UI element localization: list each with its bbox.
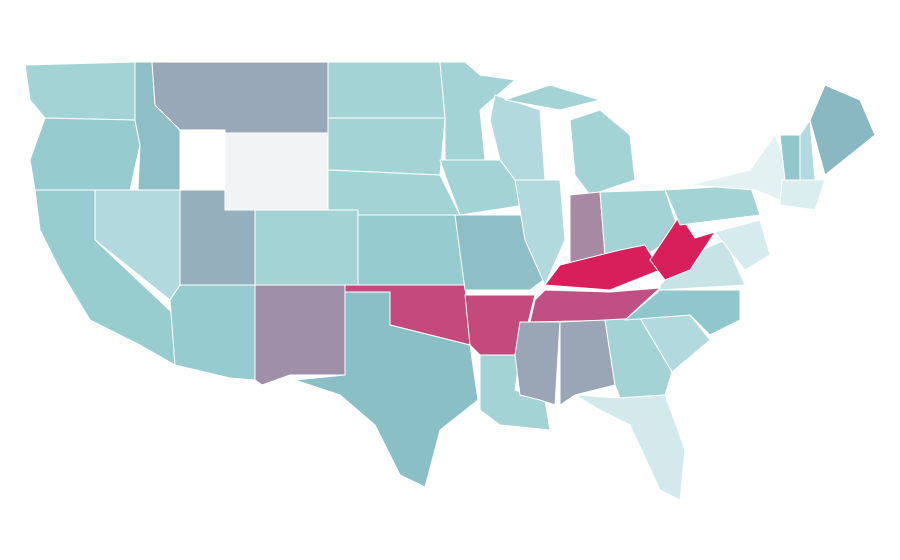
state-region <box>224 132 329 211</box>
state-region <box>439 159 526 216</box>
state-region <box>809 84 876 176</box>
state-region <box>664 184 761 226</box>
states <box>24 61 876 501</box>
state-region <box>544 244 661 291</box>
state-region <box>504 84 601 111</box>
state-region <box>559 319 616 406</box>
state-region <box>327 61 446 119</box>
state-region <box>29 117 141 191</box>
state-region <box>569 109 636 196</box>
state-region <box>24 61 136 121</box>
state-region <box>514 179 566 286</box>
state-region <box>254 209 359 286</box>
state-region <box>714 219 771 271</box>
state-region <box>514 321 561 406</box>
state-region <box>569 191 606 266</box>
state-region <box>327 169 461 216</box>
state-region <box>779 179 826 211</box>
state-region <box>439 61 516 161</box>
state-region <box>151 61 329 134</box>
state-region <box>574 394 686 501</box>
state-region <box>254 284 346 386</box>
state-region <box>169 284 256 381</box>
state-region <box>357 214 466 286</box>
state-region <box>294 291 479 488</box>
state-region <box>327 117 446 176</box>
